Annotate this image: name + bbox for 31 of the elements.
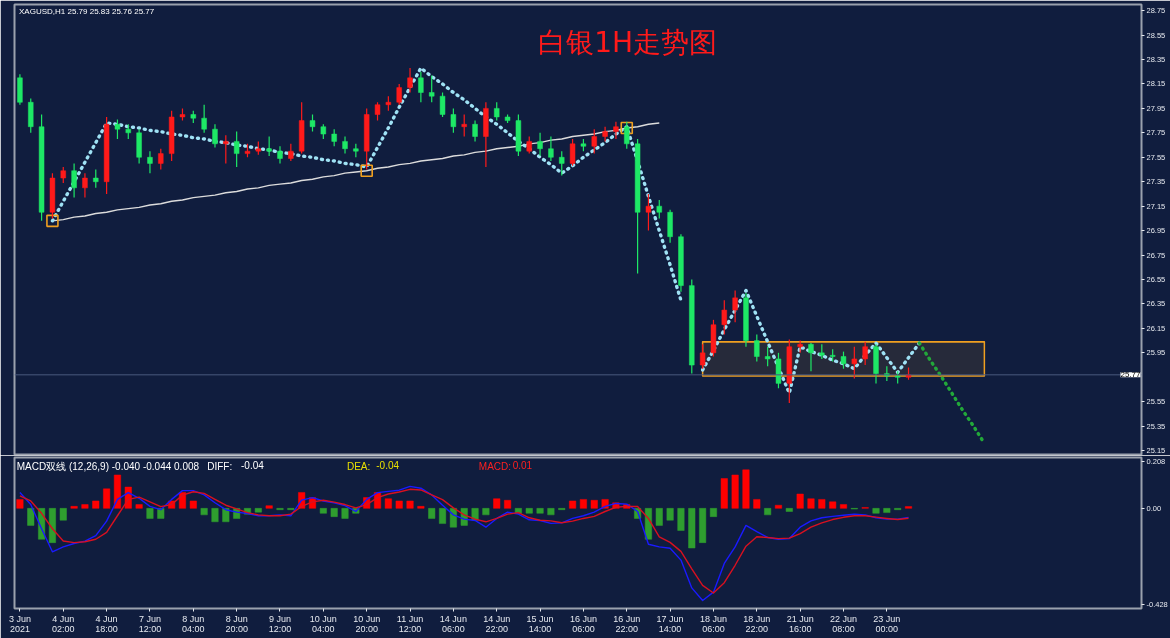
x-tick-label: 17 Jun 14:00 <box>656 613 684 634</box>
x-tick-label: 8 Jun 20:00 <box>225 613 248 634</box>
x-tick-label: 16 Jun 06:00 <box>569 613 597 634</box>
x-tick-label: 3 Jun 2021 <box>8 613 31 634</box>
x-tick-label: 11 Jun 12:00 <box>396 613 424 634</box>
x-tick-label: 16 Jun 22:00 <box>613 613 641 634</box>
x-tick-label: 8 Jun 04:00 <box>182 613 205 634</box>
text: 白银1H走势图 <box>538 25 718 59</box>
x-tick-label: 14 Jun 06:00 <box>439 613 467 634</box>
x-tick-label: 14 Jun 22:00 <box>483 613 511 634</box>
x-tick-label: 10 Jun 20:00 <box>353 613 381 634</box>
annotation: MACD: <box>478 460 512 472</box>
x-tick-label: 22 Jun 08:00 <box>829 613 858 634</box>
x-tick-label: 18 Jun 22:00 <box>743 613 771 634</box>
x-tick-label: 23 Jun 00:00 <box>873 613 901 634</box>
x-tick-label: 15 Jun 14:00 <box>526 613 554 634</box>
annotation: DEA: <box>346 460 371 472</box>
annotation: DIFF: <box>207 460 233 472</box>
x-tick-label: 18 Jun 06:00 <box>699 613 727 634</box>
x-tick-label: 4 Jun 02:00 <box>52 613 75 634</box>
annotation: XAGUSD,H1 25.79 25.83 25.76 25.77 <box>19 6 155 16</box>
annotation: MACD双线 (12,26,9) -0.040 -0.044 0.008 <box>16 460 200 472</box>
annotation: 0.01 <box>512 459 533 471</box>
x-tick-label: 21 Jun 16:00 <box>786 613 814 634</box>
annotation: -0.04 <box>376 459 400 471</box>
x-tick-label: 4 Jun 18:00 <box>95 613 118 634</box>
x-tick-label: 10 Jun 04:00 <box>309 613 337 634</box>
ref-line-label: 25.77 <box>1120 370 1142 380</box>
annotation: -0.04 <box>241 459 265 471</box>
x-tick-label: 9 Jun 12:00 <box>268 613 292 634</box>
x-tick-label: 7 Jun 12:00 <box>138 613 162 634</box>
